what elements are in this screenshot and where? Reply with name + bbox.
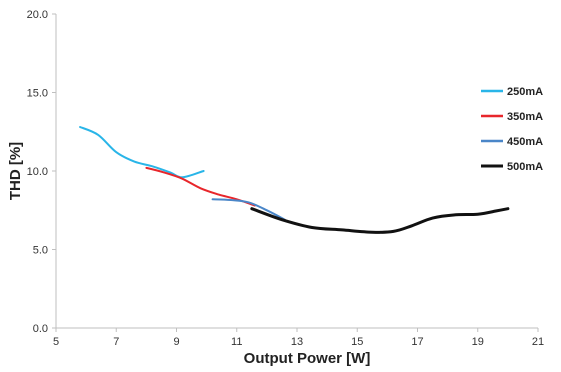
- y-tick-label: 5.0: [33, 245, 48, 257]
- x-tick-label: 15: [351, 336, 363, 348]
- x-tick-label: 21: [532, 336, 544, 348]
- series-line-450ma: [211, 198, 286, 221]
- axes: 5 7 9 11 13 15 17 19 21 0.0 5.0 10.0 15.0 20.0: [27, 9, 545, 348]
- legend: 250mA 350mA 450mA 500mA: [481, 86, 543, 173]
- y-tick-label: 20.0: [27, 9, 48, 21]
- y-tick-label: 15.0: [27, 88, 48, 100]
- x-tick-label: 13: [291, 336, 303, 348]
- y-tick-label: 10.0: [27, 166, 48, 178]
- x-tick-label: 9: [173, 336, 179, 348]
- series-line-500ma: [250, 207, 510, 234]
- legend-label-250ma: 250mA: [507, 86, 543, 98]
- series-lines: [79, 126, 510, 234]
- legend-label-450ma: 450mA: [507, 136, 543, 148]
- legend-label-350ma: 350mA: [507, 111, 543, 123]
- legend-label-500ma: 500mA: [507, 161, 543, 173]
- x-tick-label: 5: [53, 336, 59, 348]
- x-tick-label: 19: [472, 336, 484, 348]
- series-line-250ma: [79, 126, 205, 179]
- x-axis-title: Output Power [W]: [244, 350, 371, 367]
- x-tick-label: 7: [113, 336, 119, 348]
- y-axis-title: THD [%]: [7, 142, 24, 200]
- series-line-350ma: [145, 166, 256, 207]
- y-tick-label: 0.0: [33, 323, 48, 335]
- x-tick-label: 11: [231, 336, 242, 348]
- x-tick-label: 17: [411, 336, 423, 348]
